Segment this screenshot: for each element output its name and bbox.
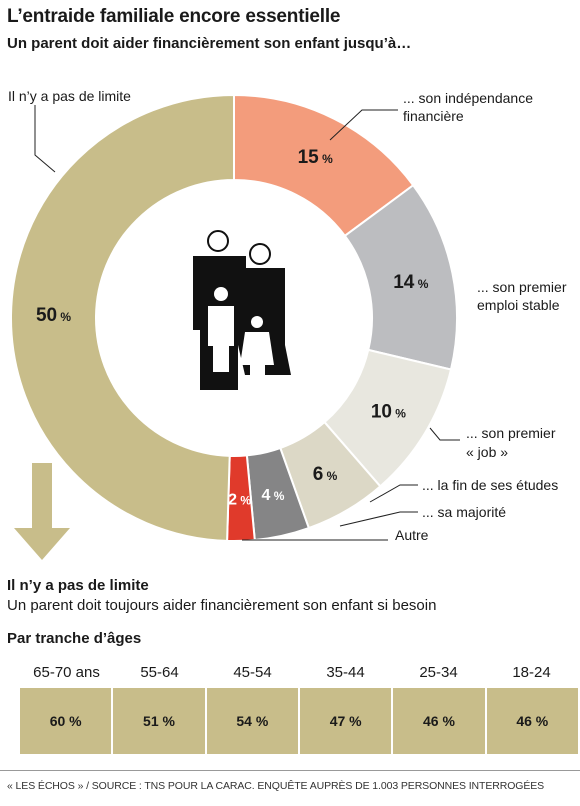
page-subtitle: Un parent doit aider financièrement son … — [7, 35, 412, 52]
slice-value-label: 15 % — [298, 147, 333, 168]
callout-emploi-1: ... son premier — [477, 279, 567, 295]
age-group-value: 47 % — [297, 688, 391, 754]
slice-value-label: 10 % — [371, 401, 406, 422]
age-group-label: 18-24 — [512, 664, 551, 681]
slice-value-label: 50 % — [36, 305, 71, 326]
age-group-value: 46 % — [484, 688, 578, 754]
callout-independance-1: ... son indépendance — [403, 90, 533, 106]
page-title: L’entraide familiale encore essentielle — [7, 6, 341, 27]
callout-job-2: « job » — [466, 444, 508, 460]
age-group-values: 60 % 51 % 54 % 47 % 46 % 46 % — [20, 688, 578, 754]
donut-slice — [10, 93, 235, 542]
slice-value-label: 6 % — [313, 464, 338, 485]
arrow-down-icon — [14, 463, 70, 560]
slice-value-label: 2 % — [228, 491, 251, 508]
age-group-label: 35-44 — [326, 664, 365, 681]
callout-etudes: ... la fin de ses études — [422, 477, 558, 493]
no-limit-title: Il n’y a pas de limite — [7, 577, 149, 594]
leader-independance — [329, 109, 398, 141]
callout-independance-2: financière — [403, 108, 464, 124]
leader-limite — [34, 105, 56, 173]
age-group-value: 46 % — [391, 688, 484, 754]
age-group-labels: 65-70 ans 55-64 45-54 35-44 25-34 18-24 — [20, 664, 578, 686]
age-group-value: 60 % — [49, 713, 82, 729]
age-group-value: 51 % — [111, 688, 204, 754]
source-divider — [0, 770, 580, 771]
slice-value-label: 14 % — [393, 272, 428, 293]
age-group-value: 54 % — [204, 688, 298, 754]
callout-majorite: ... sa majorité — [422, 504, 506, 520]
no-limit-description: Un parent doit toujours aider financière… — [7, 597, 437, 614]
age-group-label: 55-64 — [140, 664, 179, 681]
leader-job — [429, 427, 460, 441]
leader-majorite — [339, 511, 418, 527]
leader-etudes — [369, 484, 418, 503]
age-group-label: 25-34 — [419, 664, 458, 681]
age-group-label: 65-70 ans — [33, 664, 100, 681]
age-group-label: 45-54 — [233, 664, 272, 681]
callout-limite: Il n’y a pas de limite — [8, 88, 131, 104]
callout-lines — [34, 105, 460, 541]
callout-job-1: ... son premier — [466, 425, 556, 441]
family-icon — [193, 230, 291, 390]
slice-value-label: 4 % — [262, 487, 285, 504]
callout-emploi-2: emploi stable — [477, 297, 560, 313]
age-breakdown-title: Par tranche d’âges — [7, 630, 142, 647]
source-note: « LES ÉCHOS » / SOURCE : TNS POUR LA CAR… — [7, 780, 545, 792]
callout-autre: Autre — [395, 527, 429, 543]
